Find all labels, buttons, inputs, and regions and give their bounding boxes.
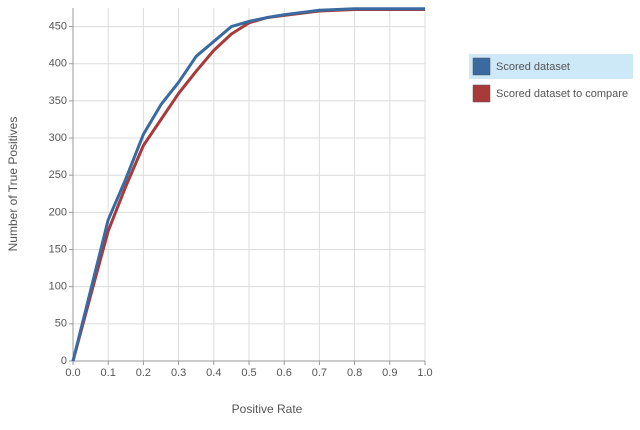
- x-tick-label: 1.0: [417, 367, 432, 379]
- legend-label[interactable]: Scored dataset to compare: [496, 88, 628, 100]
- y-tick-label: 200: [49, 206, 67, 218]
- x-tick-label: 0.9: [382, 367, 397, 379]
- y-tick-label: 400: [49, 58, 67, 70]
- x-tick-label: 0.2: [136, 367, 151, 379]
- x-tick-label: 0.0: [65, 367, 80, 379]
- y-tick-label: 150: [49, 243, 67, 255]
- y-tick-label: 450: [49, 20, 67, 32]
- x-tick-label: 0.5: [241, 367, 256, 379]
- x-tick-label: 0.1: [101, 367, 116, 379]
- y-tick-label: 50: [55, 318, 67, 330]
- x-tick-label: 0.7: [312, 367, 327, 379]
- legend-label[interactable]: Scored dataset: [496, 61, 570, 73]
- y-axis-label: Number of True Positives: [6, 117, 20, 252]
- y-tick-label: 300: [49, 132, 67, 144]
- y-tick-label: 350: [49, 95, 67, 107]
- y-tick-label: 0: [61, 355, 67, 367]
- x-tick-label: 0.4: [206, 367, 221, 379]
- x-axis-label: Positive Rate: [232, 402, 303, 416]
- x-tick-label: 0.3: [171, 367, 186, 379]
- legend-highlight: [469, 54, 633, 79]
- legend-swatch[interactable]: [472, 57, 491, 76]
- series-line: [71, 7, 425, 362]
- x-tick-label: 0.6: [277, 367, 292, 379]
- y-tick-label: 100: [49, 281, 67, 293]
- x-tick-label: 0.8: [347, 367, 362, 379]
- legend-swatch[interactable]: [472, 84, 491, 103]
- y-tick-label: 250: [49, 169, 67, 181]
